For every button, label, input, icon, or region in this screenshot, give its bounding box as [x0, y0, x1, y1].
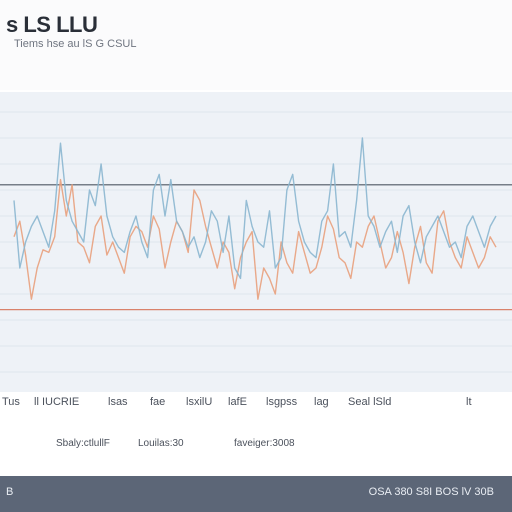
x-tick-label: lsgpss [266, 396, 298, 408]
x-tick-label: Tus [2, 396, 20, 408]
status-left: B [6, 486, 14, 498]
grid-lines [0, 111, 512, 373]
chart-subtitle: Tiems hse au lS G CSUL [14, 38, 137, 50]
x-tick-label: Seal lSld [348, 396, 392, 408]
x-tick-label: lsas [108, 396, 128, 408]
x-tick-label: ll IUCRIE [34, 396, 80, 408]
chart-title: s LS LLU [6, 12, 98, 37]
x-tick-label: fae [150, 396, 166, 408]
x-tick-label: lt [466, 396, 472, 408]
series-lines [13, 137, 497, 300]
legend-entry: faveiger:3008 [234, 438, 295, 449]
x-tick-label: lag [314, 396, 329, 408]
x-tick-label: lafE [228, 396, 247, 408]
legend: Sbaly:ctlullF Louilas:30 faveiger:3008 [0, 438, 512, 454]
line-chart [0, 111, 512, 373]
series-line-2 [13, 137, 497, 280]
chart-header: s LS LLU Tiems hse au lS G CSUL [0, 0, 512, 90]
status-right: OSA 380 S8I BOS lV 30B [368, 486, 494, 498]
x-tick-label: lsxilU [186, 396, 213, 408]
status-bar: B OSA 380 S8I BOS lV 30B [0, 476, 512, 512]
x-axis-tick-labels: Tus ll IUCRIE lsas fae lsxilU lafE lsgpss lag Se… [0, 396, 512, 412]
series-line-1 [13, 178, 497, 300]
threshold-lines [0, 184, 512, 311]
legend-entry: Sbaly:ctlullF [56, 438, 110, 449]
legend-entry: Louilas:30 [138, 438, 184, 449]
